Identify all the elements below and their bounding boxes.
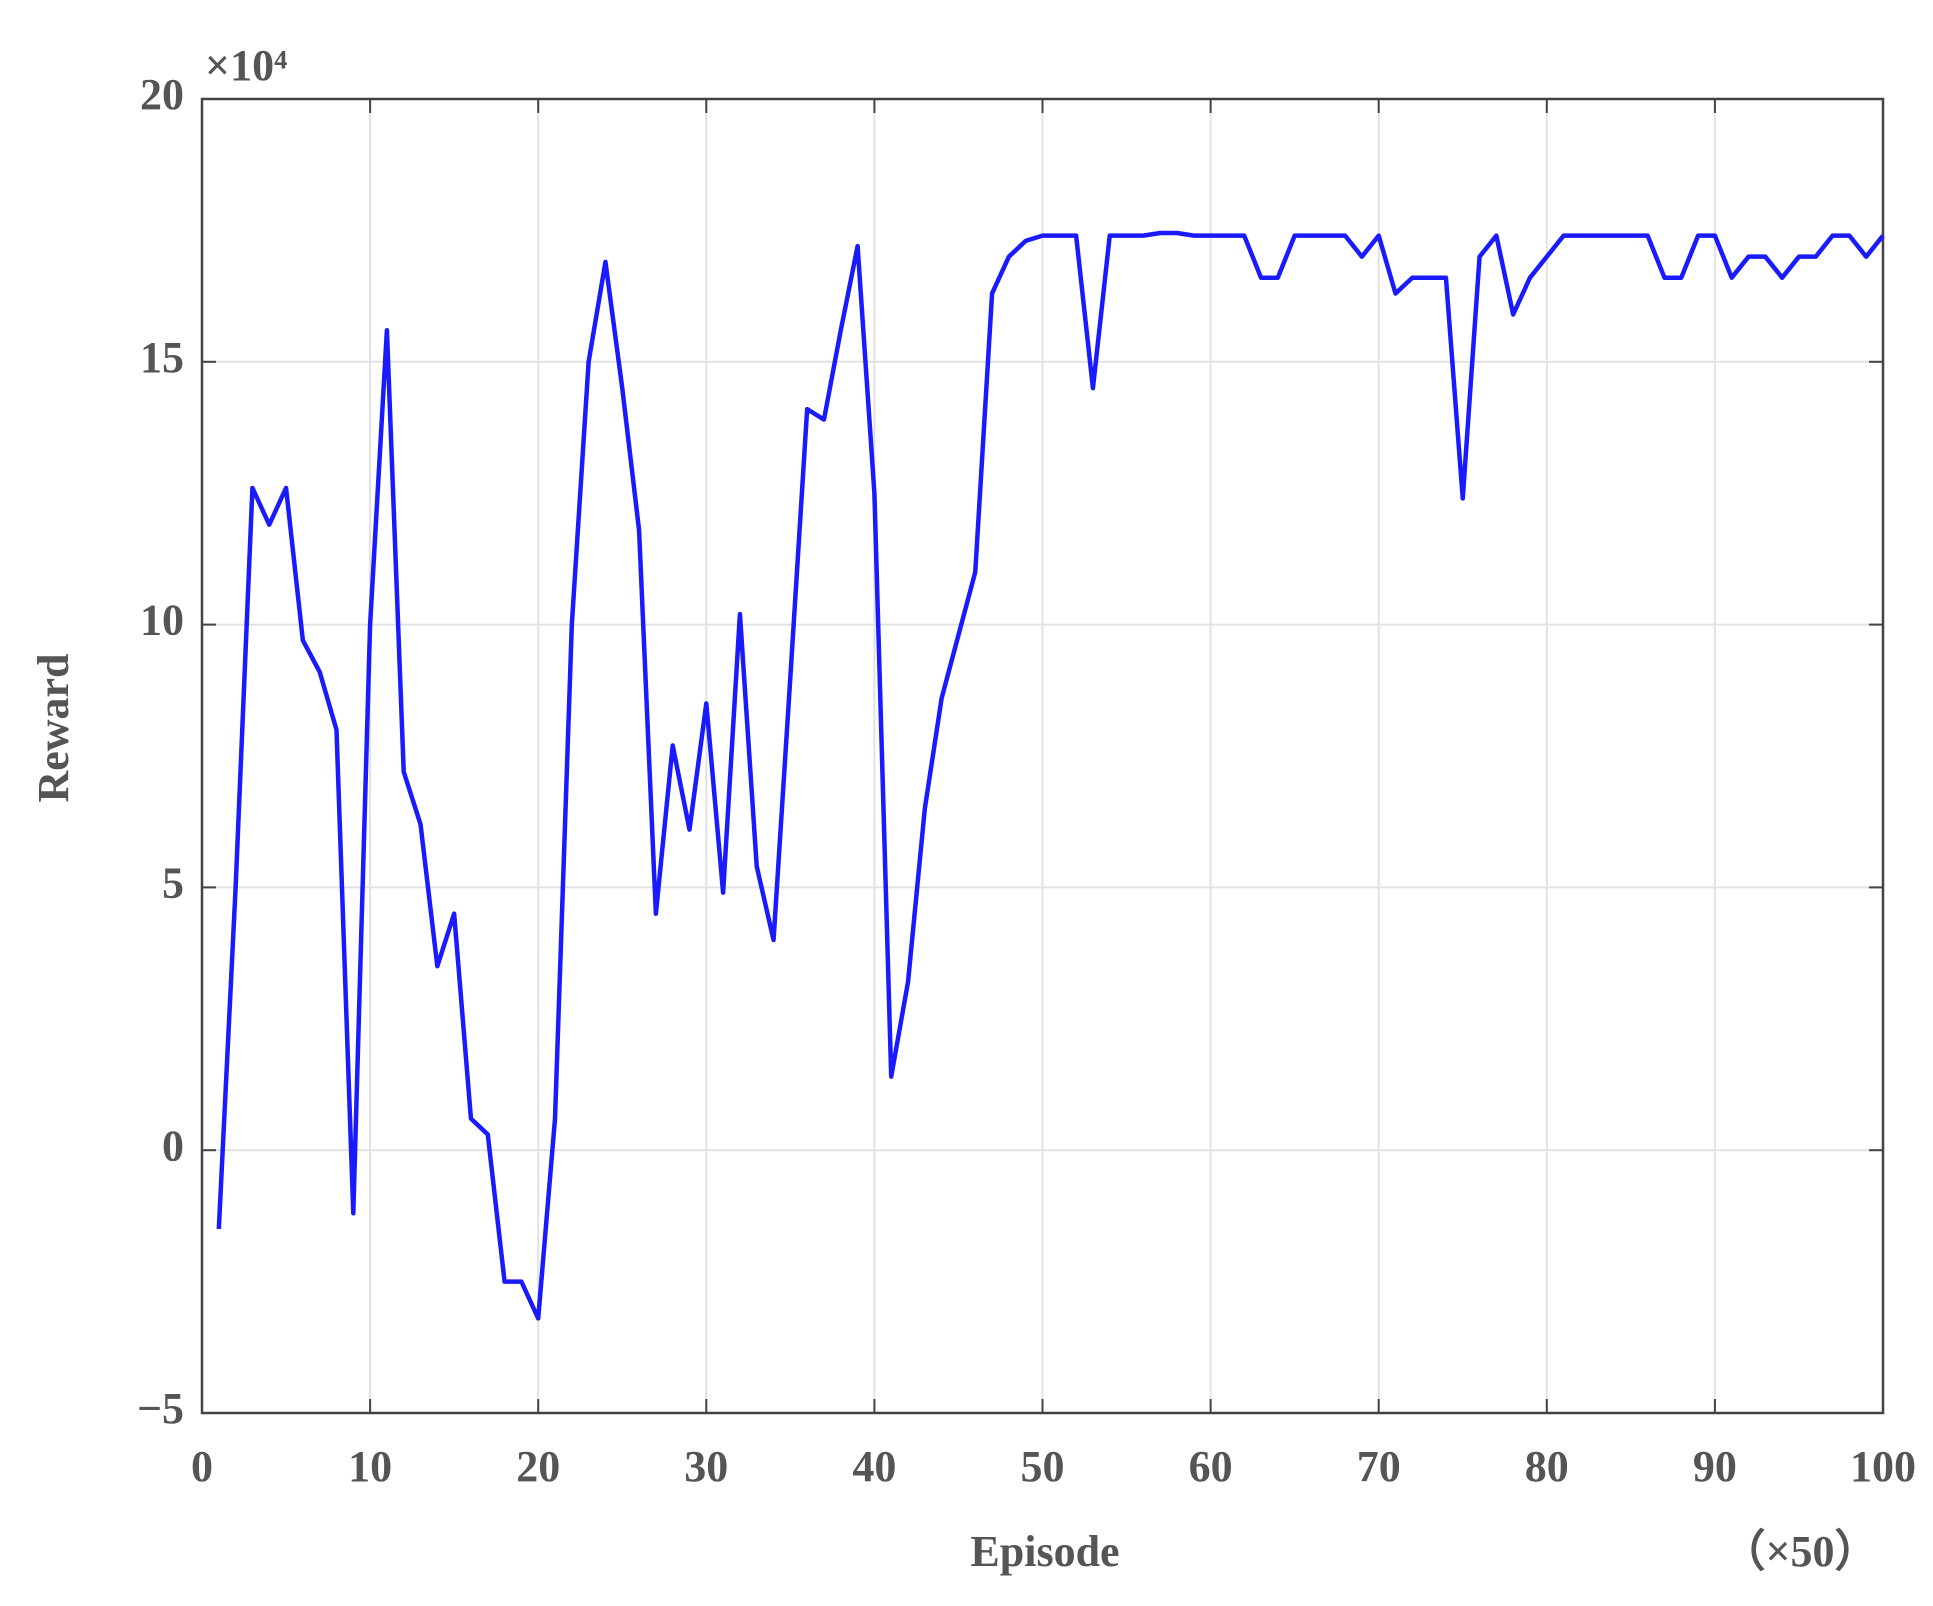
plot-frame bbox=[200, 97, 1885, 1415]
y-tick-label: 5 bbox=[162, 858, 184, 907]
x-tick-label: 70 bbox=[1357, 1442, 1401, 1491]
y-tick-label: 20 bbox=[140, 70, 184, 119]
y-tick-label: −5 bbox=[137, 1384, 184, 1433]
x-tick-label: 0 bbox=[191, 1442, 213, 1491]
data-line bbox=[216, 230, 1885, 1321]
y-axis-label: Reward bbox=[29, 653, 78, 802]
x-multiplier: （×50） bbox=[1721, 1527, 1878, 1576]
y-multiplier: ×10⁴ bbox=[205, 41, 287, 90]
x-tick-label: 40 bbox=[852, 1442, 896, 1491]
x-axis-label: Episode bbox=[970, 1527, 1119, 1576]
x-tick-label: 90 bbox=[1693, 1442, 1737, 1491]
x-tick-label: 10 bbox=[348, 1442, 392, 1491]
x-tick-label: 60 bbox=[1189, 1442, 1233, 1491]
y-tick-label: 0 bbox=[162, 1121, 184, 1170]
x-tick-label: 80 bbox=[1525, 1442, 1569, 1491]
y-tick-label: 15 bbox=[140, 333, 184, 382]
y-tick-label: 10 bbox=[140, 596, 184, 645]
x-tick-label: 50 bbox=[1021, 1442, 1065, 1491]
x-tick-label: 100 bbox=[1850, 1442, 1916, 1491]
x-tick-label: 30 bbox=[684, 1442, 728, 1491]
x-tick-label: 20 bbox=[516, 1442, 560, 1491]
